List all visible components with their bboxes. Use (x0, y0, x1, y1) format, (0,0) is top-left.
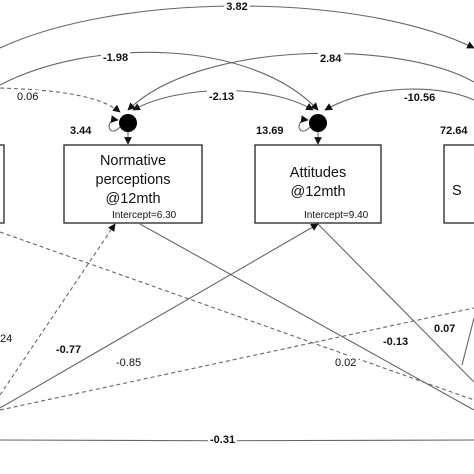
path-dashed-cross-2 (0, 307, 474, 411)
coef-cross-c: 0.02 (335, 357, 356, 369)
normative-line-3: @12mth (105, 191, 160, 207)
self-loop-attitudes (298, 115, 311, 132)
box-right-partial (443, 144, 474, 224)
self-loop-normative (108, 115, 121, 132)
box-normative (63, 144, 203, 224)
attitudes-line-1: Attitudes (290, 165, 346, 181)
coef-top-arc: 3.82 (226, 1, 247, 13)
arc-normative-right (127, 52, 474, 111)
normative-line-2: perceptions (96, 172, 171, 188)
label-backing (15, 90, 41, 104)
path-right-to-attitudes (461, 317, 474, 366)
path-dashed-cross-1 (0, 231, 474, 401)
label-backing (402, 91, 438, 105)
coef-cross-e: 0.07 (434, 323, 455, 335)
box-left-partial (0, 144, 5, 224)
arc-attitudes-right (324, 88, 474, 111)
coef-normative-attitudes: -2.13 (209, 91, 234, 103)
label-backing (381, 335, 411, 349)
coef-cross-a: -0.77 (56, 344, 81, 356)
label-backing (333, 356, 359, 370)
label-backing (432, 322, 458, 336)
right-box-label: S (452, 183, 462, 199)
path-to-attitudes-a (0, 223, 319, 409)
label-backing (54, 343, 84, 357)
coef-bottom-arc: -0.31 (210, 434, 235, 446)
path-normative-to-right (139, 223, 474, 411)
coef-attitudes-right: -10.56 (404, 92, 435, 104)
label-backing (0, 332, 15, 346)
disturbance-normative (119, 114, 137, 132)
coef-cross-d: -0.13 (383, 336, 408, 348)
coef-left-lower: 24 (0, 333, 12, 345)
box-attitudes (254, 144, 382, 224)
variance-attitudes: 13.69 (256, 125, 284, 137)
coef-normative-right: 2.84 (320, 53, 342, 65)
coef-dashed-left: 0.06 (17, 91, 38, 103)
path-dashed-to-normative (0, 223, 116, 396)
path-attitudes-to-right (317, 223, 474, 383)
variance-right: 72.64 (440, 125, 468, 137)
arc-bottom (0, 439, 474, 442)
attitudes-intercept: Intercept=9.40 (304, 210, 369, 221)
label-backing (101, 51, 131, 65)
coef-left-to-attitudes: -1.98 (103, 52, 128, 64)
coef-cross-b: -0.85 (116, 357, 141, 369)
normative-intercept: Intercept=6.30 (112, 210, 177, 221)
label-backing (114, 356, 144, 370)
label-backing (224, 0, 250, 14)
normative-line-1: Normative (100, 153, 166, 169)
label-backing (318, 52, 345, 66)
arc-left-attitudes (0, 51, 319, 111)
arc-dashed-left (0, 87, 121, 113)
disturbance-attitudes (309, 114, 327, 132)
variance-normative: 3.44 (70, 125, 92, 137)
label-backing (208, 433, 238, 447)
attitudes-line-2: @12mth (290, 184, 345, 200)
label-backing (207, 90, 237, 104)
